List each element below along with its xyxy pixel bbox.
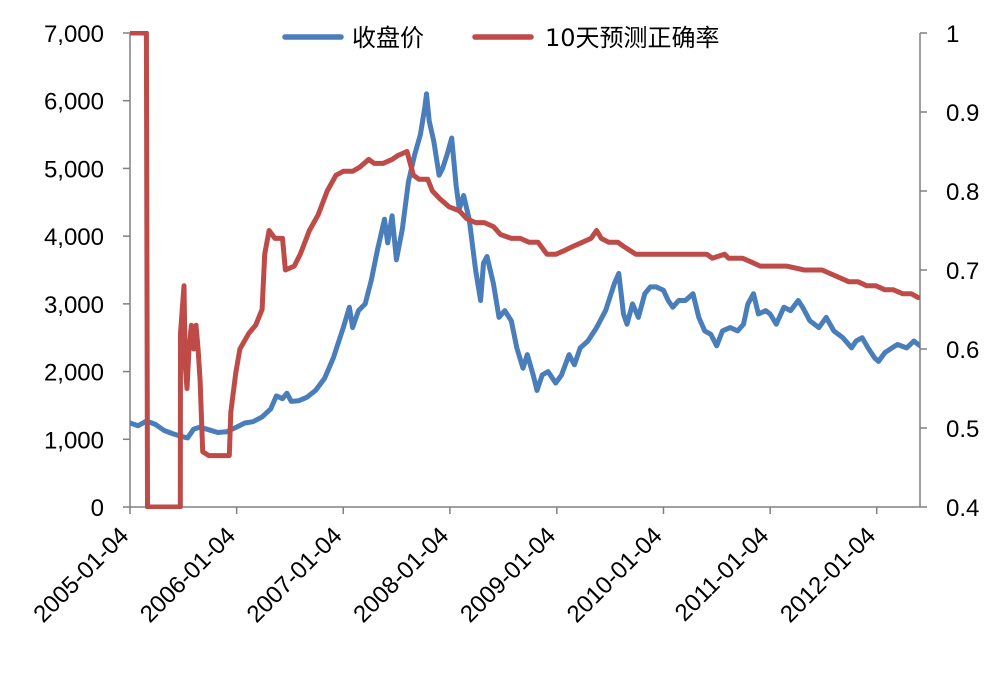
- x-tick-label: 2011-01-04: [670, 522, 775, 627]
- y-left-tick-label: 4,000: [44, 224, 104, 251]
- y-left-tick-label: 2,000: [44, 360, 104, 387]
- y-left-tick-label: 1,000: [44, 427, 104, 454]
- x-tick-label: 2005-01-04: [28, 522, 134, 628]
- x-tick-label: 2012-01-04: [775, 522, 881, 628]
- x-tick-label: 2006-01-04: [135, 522, 241, 628]
- x-tick-label: 2008-01-04: [348, 522, 454, 628]
- accuracy-series-line: [130, 31, 920, 509]
- y-right-tick-label: 0.4: [946, 495, 979, 522]
- y-right-tick-label: 0.9: [946, 100, 979, 127]
- x-tick-label: 2010-01-04: [562, 522, 668, 628]
- y-left-tick-label: 6,000: [44, 89, 104, 116]
- y-right-tick-label: 0.7: [946, 258, 979, 285]
- y-right-tick-label: 0.5: [946, 416, 979, 443]
- legend-label: 10天预测正确率: [545, 24, 720, 52]
- close-price-series-line: [130, 91, 920, 441]
- x-tick-label: 2007-01-04: [242, 522, 348, 628]
- y-left-tick-label: 0: [91, 495, 104, 522]
- y-left-tick-label: 3,000: [44, 292, 104, 319]
- y-left-tick-label: 7,000: [44, 21, 104, 48]
- axes: 0 1,000 2,000 3,000 4,000 5,000 6,000 7,000 0.4 0…: [28, 21, 979, 628]
- series-layer: [130, 31, 920, 509]
- legend-label: 收盘价: [352, 24, 424, 52]
- y-left-tick-label: 5,000: [44, 156, 104, 183]
- x-tick-label: 2009-01-04: [455, 522, 561, 628]
- y-right-tick-label: 0.8: [946, 179, 979, 206]
- legend: 收盘价 10天预测正确率: [282, 24, 720, 52]
- y-right-tick-label: 1: [946, 21, 959, 48]
- y-right-tick-label: 0.6: [946, 337, 979, 364]
